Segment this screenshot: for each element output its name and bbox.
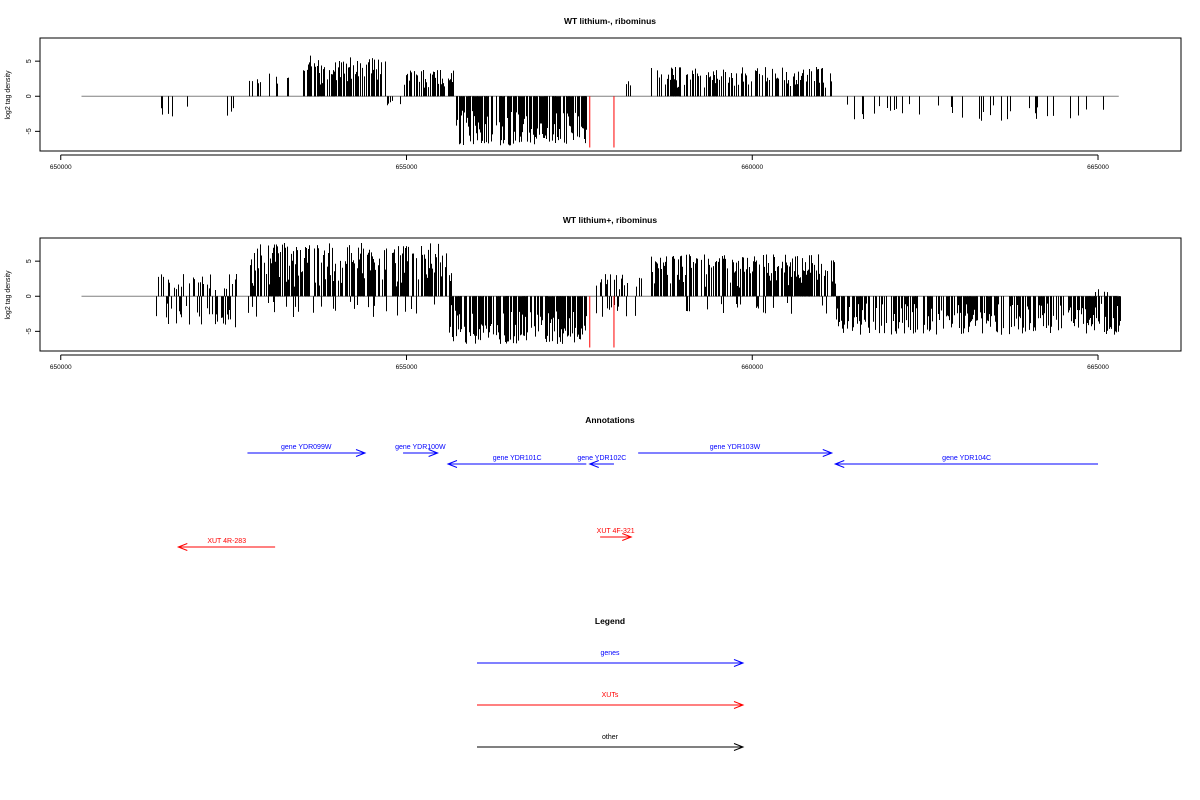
- legend-xut-arrow-head: [733, 701, 745, 709]
- x-tick-label: 665000: [1087, 364, 1109, 371]
- gene-arrow-head: [355, 449, 367, 457]
- annotations-title: Annotations: [585, 415, 635, 425]
- gene-arrow-head: [588, 460, 599, 468]
- gene-label: gene YDR103W: [710, 444, 761, 451]
- y-axis-label: log2 tag density: [5, 270, 12, 320]
- x-tick-label: 665000: [1087, 164, 1109, 171]
- x-tick-label: 650000: [50, 364, 72, 371]
- y-axis-label: log2 tag density: [5, 70, 12, 120]
- xut-label: XUT 4R-283: [207, 538, 246, 545]
- track-panel-wt-lithium-minus: WT lithium-, ribominus log2 tag density …: [5, 16, 1182, 171]
- gene-label: gene YDR102C: [577, 455, 626, 462]
- gene-arrow-head: [833, 460, 845, 468]
- legend-panel: Legend genes XUTs other: [477, 616, 745, 751]
- legend-xut-arrow: XUTs: [477, 692, 745, 709]
- gene-label: gene YDR099W: [281, 444, 332, 451]
- x-tick-label: 655000: [396, 364, 418, 371]
- gene-label: gene YDR101C: [493, 455, 542, 462]
- gene-arrow: gene YDR099W: [247, 444, 367, 457]
- legend-other-arrow-head: [733, 743, 745, 751]
- xut-arrow-head: [622, 533, 633, 541]
- y-tick-label: -5: [26, 128, 33, 134]
- x-tick-label: 650000: [50, 164, 72, 171]
- gene-arrow: gene YDR100W: [395, 444, 446, 457]
- plot-frame: [39, 237, 1182, 352]
- legend-gene-arrow: genes: [477, 650, 745, 667]
- gene-arrow-head: [428, 449, 440, 457]
- legend-xut-label: XUTs: [602, 692, 619, 699]
- gene-arrow: gene YDR103W: [638, 444, 834, 457]
- plot-frame: [39, 37, 1182, 152]
- xut-arrow: XUT 4R-283: [176, 538, 276, 551]
- legend-gene-arrow-head: [733, 659, 745, 667]
- x-tick-label: 655000: [396, 164, 418, 171]
- x-tick-label: 660000: [741, 164, 763, 171]
- gene-arrow: gene YDR101C: [446, 455, 587, 468]
- gene-label: gene YDR100W: [395, 444, 446, 451]
- xut-arrow-head: [176, 543, 188, 551]
- legend-other-arrow: other: [477, 734, 745, 751]
- gene-arrow: gene YDR104C: [833, 455, 1099, 468]
- legend-gene-label: genes: [600, 650, 620, 657]
- y-tick-label: 0: [26, 94, 33, 98]
- y-tick-label: 0: [26, 294, 33, 298]
- gene-arrow-head: [446, 460, 458, 468]
- x-tick-label: 660000: [741, 364, 763, 371]
- xut-label: XUT 4F-321: [597, 528, 635, 535]
- y-tick-label: 5: [26, 259, 33, 263]
- y-tick-label: 5: [26, 59, 33, 63]
- legend-title: Legend: [595, 616, 625, 626]
- panel-title: WT lithium+, ribominus: [563, 215, 657, 225]
- annotations-panel: Annotations gene YDR099W gene YDR100W gene…: [176, 415, 1099, 551]
- xut-arrow: XUT 4F-321: [597, 528, 635, 541]
- y-tick-label: -5: [26, 328, 33, 334]
- gene-label: gene YDR104C: [942, 455, 991, 462]
- panel-title: WT lithium-, ribominus: [564, 16, 656, 26]
- track-panel-wt-lithium-plus: WT lithium+, ribominus log2 tag density …: [5, 215, 1182, 371]
- gene-arrow: gene YDR102C: [577, 455, 626, 468]
- gene-arrow-head: [822, 449, 834, 457]
- legend-other-label: other: [602, 734, 619, 741]
